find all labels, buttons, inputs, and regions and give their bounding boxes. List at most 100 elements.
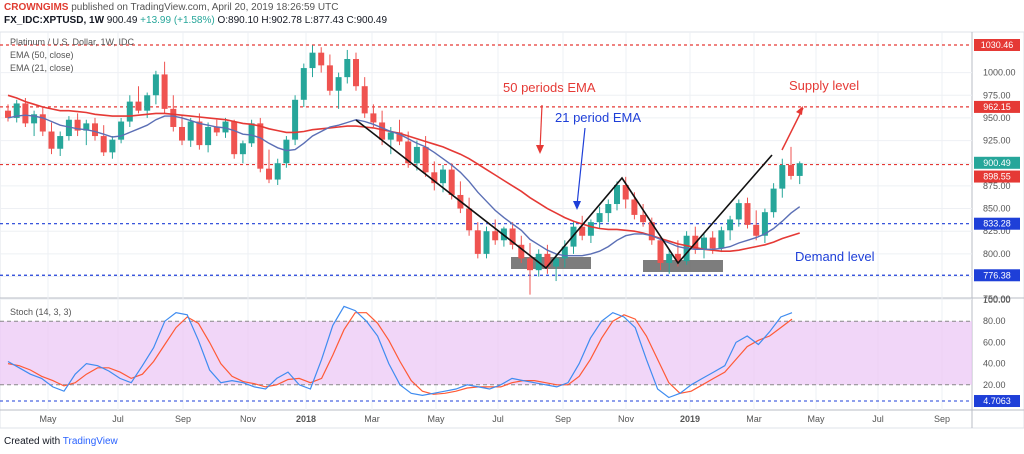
supply-arrow <box>781 107 804 151</box>
candle-body <box>735 203 742 220</box>
candle-body <box>709 237 716 249</box>
created-with: Created with <box>4 436 61 447</box>
candle-body <box>361 86 368 114</box>
candle-body <box>788 165 794 176</box>
supply-arrow-head <box>796 106 803 115</box>
candle-body <box>614 184 620 205</box>
price-tick-label: 850.00 <box>983 204 1011 214</box>
author-name[interactable]: CROWNGIMS <box>4 2 69 13</box>
candle-body <box>239 143 246 155</box>
candle-body <box>92 123 98 137</box>
level-tag <box>974 100 1020 113</box>
ema21-annotation: 21 period EMA <box>555 110 641 125</box>
candle-body <box>83 123 90 131</box>
candle-body <box>561 246 568 259</box>
candle-body <box>674 253 681 262</box>
stoch-k-line <box>7 305 793 399</box>
time-tick-label: Sep <box>555 414 571 424</box>
candle-body <box>344 59 351 78</box>
candle-body <box>65 119 72 137</box>
candle-body <box>135 101 142 111</box>
ohlc-values: O:890.10 H:902.78 L:877.43 C:900.49 <box>217 15 388 26</box>
candle-body <box>170 108 177 127</box>
stoch-level-tag <box>974 395 1020 408</box>
candle-body <box>326 65 333 91</box>
stoch-level-label: 4.7063 <box>983 396 1011 406</box>
candle-body <box>161 74 168 109</box>
legend-title: Platinum / U.S. Dollar, 1W, IDC <box>10 37 135 47</box>
candle-body <box>657 240 664 263</box>
publish-header: CROWNGIMS published on TradingView.com, … <box>4 2 338 13</box>
candle-body <box>440 169 446 184</box>
time-tick-label: May <box>39 414 57 424</box>
price-tick-label: 975.00 <box>983 90 1011 100</box>
stoch-d-line <box>7 312 793 395</box>
candle-body <box>779 165 786 189</box>
candle-body <box>648 222 655 241</box>
candle-body <box>222 121 229 133</box>
candle-body <box>179 126 185 141</box>
time-tick-label: Jul <box>872 414 884 424</box>
stoch-tick-label: 60.00 <box>983 337 1006 347</box>
ema50-pointer-head <box>536 145 544 154</box>
candle-body <box>701 237 707 250</box>
level-tag-label: 776.38 <box>983 270 1011 280</box>
candle-body <box>126 101 133 122</box>
candle-body <box>753 224 760 236</box>
level-tag <box>974 217 1020 230</box>
level-tag <box>974 156 1020 169</box>
candle-body <box>248 123 255 144</box>
level-tag-label: 1030.46 <box>981 40 1014 50</box>
symbol-label: FX_IDC:XPTUSD, 1W <box>4 15 105 26</box>
chart-frame <box>0 31 1024 429</box>
price-tick-label: 1000.00 <box>983 68 1016 78</box>
candle-body <box>492 231 499 241</box>
demand-zone-box <box>643 260 723 272</box>
candle-body <box>640 214 647 223</box>
candle-body <box>413 146 420 164</box>
last-price: 900.49 <box>106 15 138 26</box>
candle-body <box>300 68 307 100</box>
candle-body <box>257 123 264 169</box>
candle-body <box>509 228 516 245</box>
candle-body <box>266 168 272 180</box>
ema50-pointer <box>539 104 543 151</box>
demand-annotation: Demand level <box>795 249 875 264</box>
candle-body <box>422 146 429 173</box>
level-tag <box>974 39 1020 51</box>
time-tick-label: May <box>427 414 445 424</box>
candle-body <box>318 52 325 66</box>
legend-ema21: EMA (21, close) <box>10 63 74 73</box>
candle-body <box>622 184 629 200</box>
candle-body <box>274 163 281 180</box>
price-tick-label: 800.00 <box>983 249 1011 259</box>
time-tick-label: Nov <box>618 414 635 424</box>
candle-body <box>605 204 612 214</box>
price-tick-label: 925.00 <box>983 136 1011 146</box>
candle-body <box>370 113 377 123</box>
price-tick-label: 875.00 <box>983 181 1011 191</box>
candle-body <box>74 119 81 131</box>
candle-body <box>31 114 38 124</box>
tradingview-logo[interactable]: TradingView <box>62 436 118 447</box>
candle-body <box>144 95 151 111</box>
stoch-band <box>0 321 972 385</box>
candle-body <box>118 121 125 140</box>
candle-body <box>5 110 11 118</box>
candle-body <box>544 253 551 267</box>
candle-body <box>483 231 490 254</box>
price-tick-label: 750.00 <box>983 294 1011 304</box>
candle-body <box>57 136 64 149</box>
stoch-tick-label: 40.00 <box>983 359 1006 369</box>
candle-body <box>553 258 560 267</box>
candle-body <box>448 169 455 195</box>
candle-body <box>187 121 194 141</box>
level-tag-label: 898.55 <box>983 172 1011 182</box>
candle-body <box>379 122 386 140</box>
candle-body <box>13 103 20 118</box>
candle-body <box>631 199 638 215</box>
candle-body <box>405 141 412 164</box>
ema50-line <box>7 94 800 252</box>
candle-body <box>196 121 203 146</box>
